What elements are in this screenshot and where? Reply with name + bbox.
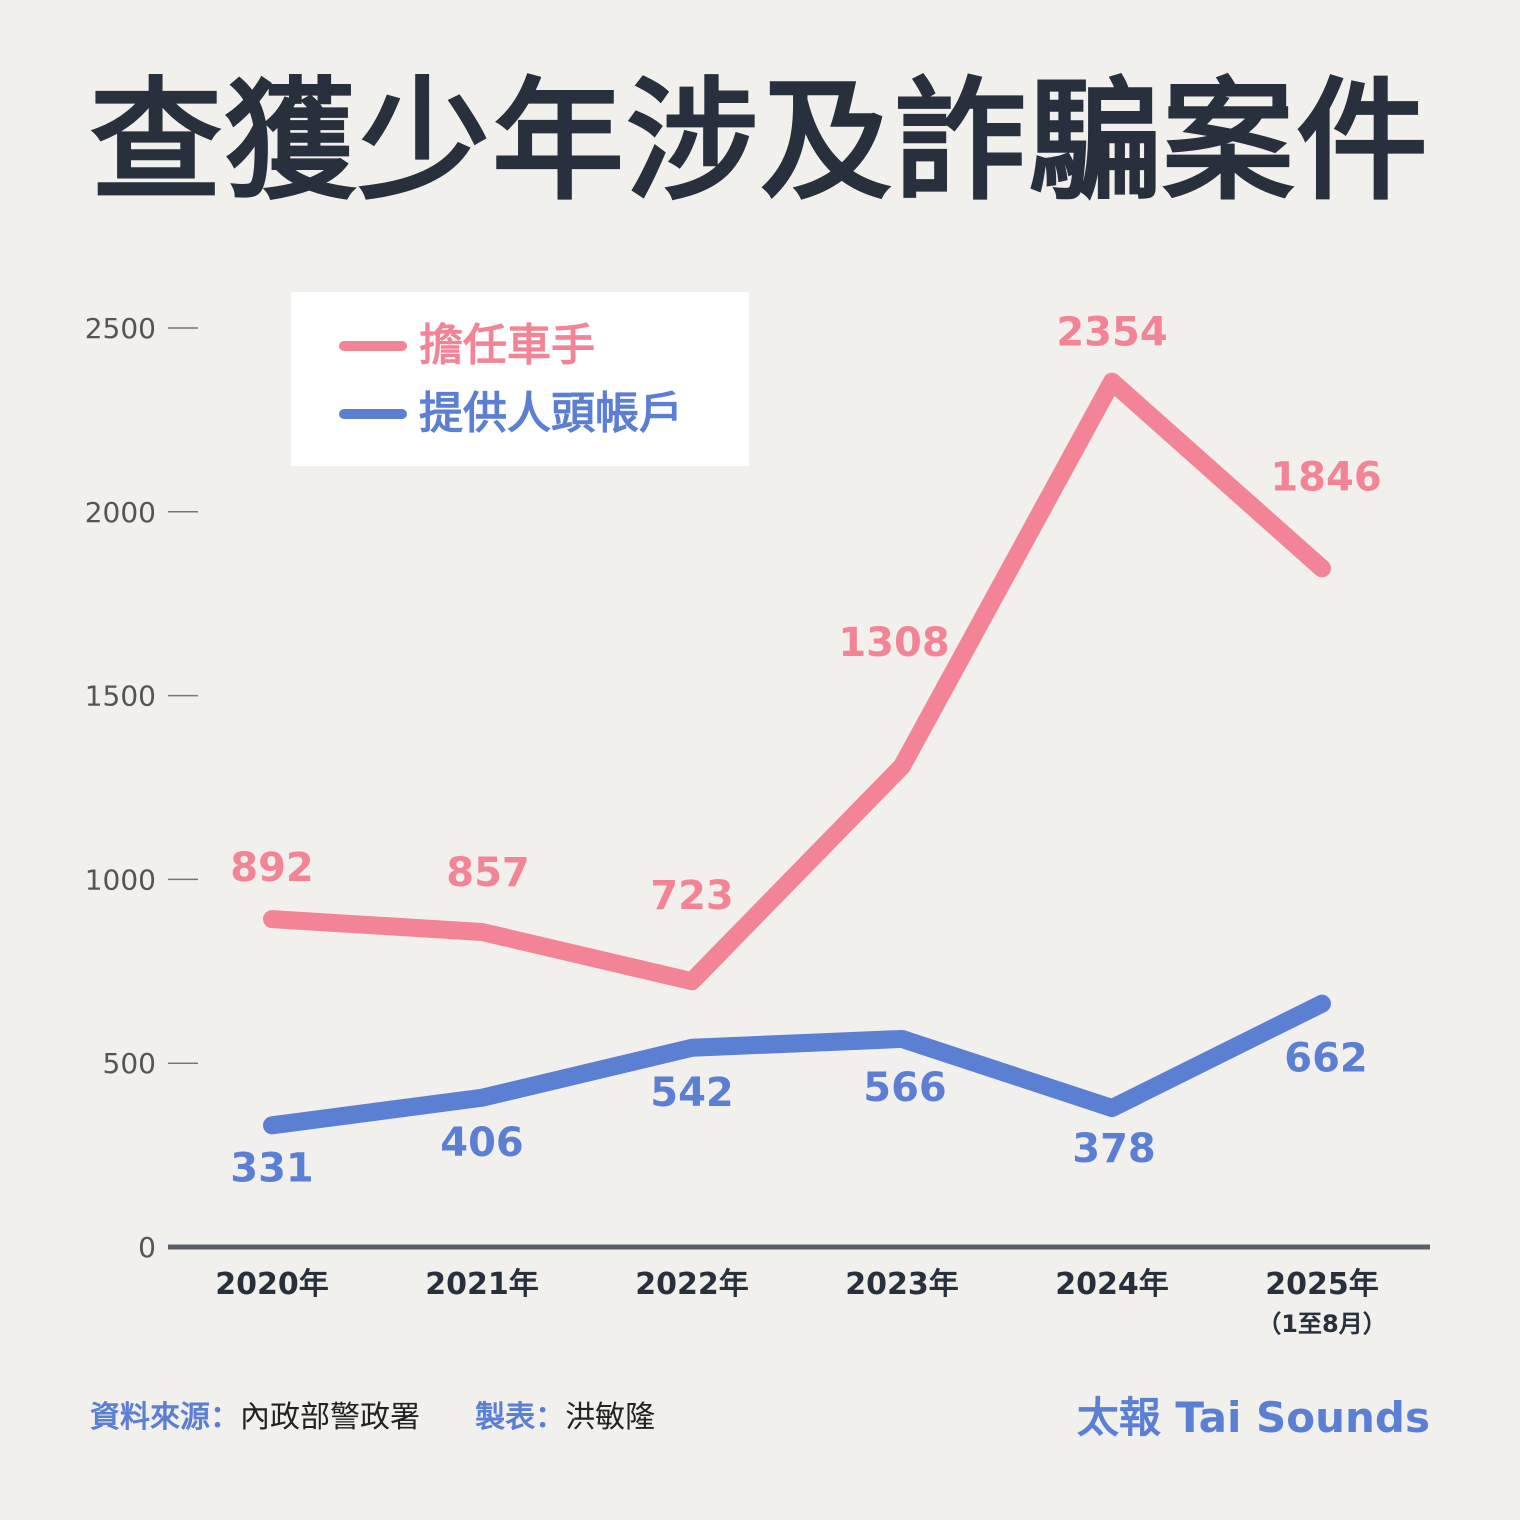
data-label: 723 — [650, 873, 734, 919]
page-title: 查獲少年涉及詐騙案件 — [90, 65, 1430, 219]
y-tick-label: 1500 — [85, 680, 156, 713]
data-label: 1308 — [838, 620, 949, 666]
maker-key: 製表： — [475, 1400, 566, 1435]
legend: 擔任車手 提供人頭帳戶 — [291, 292, 749, 466]
legend-swatch-series-2 — [339, 409, 407, 419]
x-tick-label: 2020年 — [215, 1267, 329, 1302]
data-label: 566 — [863, 1065, 947, 1111]
maker-value: 洪敏隆 — [565, 1400, 656, 1435]
legend-item-series-1: 擔任車手 — [339, 324, 595, 368]
data-label: 542 — [650, 1070, 734, 1116]
x-tick-label: 2021年 — [425, 1267, 539, 1302]
data-label: 406 — [440, 1120, 524, 1166]
y-tick-label: 2500 — [85, 312, 156, 345]
data-label: 378 — [1072, 1126, 1156, 1172]
series-line-2 — [263, 994, 1331, 1135]
data-label: 1846 — [1270, 454, 1381, 500]
source-key: 資料來源： — [90, 1400, 240, 1435]
legend-item-series-2: 提供人頭帳戶 — [339, 392, 683, 436]
data-label: 857 — [446, 850, 530, 896]
y-tick-label: 1000 — [85, 863, 156, 896]
x-tick-label: 2022年 — [635, 1267, 749, 1302]
x-tick-label: 2024年 — [1055, 1267, 1169, 1302]
x-tick-label: 2025年 — [1265, 1267, 1379, 1302]
y-tick-label: 2000 — [85, 496, 156, 529]
y-tick-label: 0 — [138, 1231, 156, 1264]
data-label: 2354 — [1056, 310, 1167, 356]
legend-swatch-series-1 — [339, 341, 407, 351]
x-tick-note: （1至8月） — [1257, 1310, 1386, 1338]
series-line-1 — [263, 372, 1331, 991]
source-value: 內政部警政署 — [240, 1400, 420, 1435]
footer-source: 資料來源：內政部警政署 製表：洪敏隆 — [90, 1392, 655, 1436]
x-tick-label: 2023年 — [845, 1267, 959, 1302]
data-label: 331 — [230, 1145, 314, 1191]
data-label: 892 — [230, 845, 314, 891]
legend-label-series-2: 提供人頭帳戶 — [419, 388, 683, 439]
y-tick-label: 500 — [103, 1047, 156, 1080]
brand-logo-text: 太報 Tai Sounds — [1076, 1393, 1430, 1442]
data-label: 662 — [1284, 1036, 1368, 1082]
legend-label-series-1: 擔任車手 — [419, 320, 595, 371]
